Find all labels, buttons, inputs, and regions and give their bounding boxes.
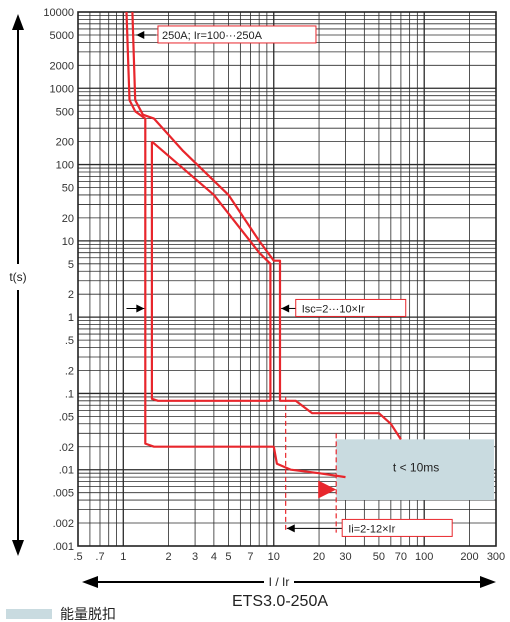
x-tick-label: 4	[211, 551, 217, 563]
x-tick-label: 200	[460, 551, 478, 563]
y-tick-label: .5	[65, 335, 74, 347]
x-tick-label: 100	[415, 551, 433, 563]
x-tick-label: 5	[225, 551, 231, 563]
x-tick-label: 3	[192, 551, 198, 563]
y-tick-label: 50	[62, 183, 74, 195]
legend-label: 能量脱扣	[60, 606, 116, 622]
trip-curve-3	[150, 141, 271, 402]
y-tick-label: 2000	[50, 60, 74, 72]
x-tick-label: 70	[395, 551, 407, 563]
energy-trip-region-label: t < 10ms	[393, 460, 439, 474]
energy-trip-region-layer	[336, 439, 494, 501]
energy-trip-arrow	[318, 480, 337, 499]
annotation-layer: 250A; Ir=100···250A Isc=2···10×Ir Ii=2-12×…	[126, 25, 453, 537]
y-tick-label: 5000	[50, 30, 74, 42]
x-tick-label: 30	[339, 551, 351, 563]
isc-annotation: Isc=2···10×Ir	[302, 303, 365, 315]
isc-pointer-arrow-right	[281, 304, 290, 313]
ii-pointer-arrow	[286, 524, 295, 533]
curve-layer	[125, 11, 402, 533]
trip-curve-4	[151, 140, 272, 401]
x-tick-label: 1	[120, 551, 126, 563]
x-tick-label: 2	[166, 551, 172, 563]
trip-curve-2	[131, 11, 402, 440]
y-tick-label: .001	[53, 541, 74, 553]
y-tick-label: 10	[62, 236, 74, 248]
x-axis-label: I / Ir	[269, 575, 290, 589]
y-tick-label: 2	[68, 289, 74, 301]
y-tick-label: .1	[65, 388, 74, 400]
y-tick-label: .002	[53, 518, 74, 530]
isc-annotation-box	[295, 298, 407, 317]
y-tick-label: 100	[56, 160, 74, 172]
x-tick-label: .7	[95, 551, 104, 563]
legend-swatch	[6, 609, 52, 619]
x-tick-label: 50	[373, 551, 385, 563]
y-tick-label: .05	[59, 411, 74, 423]
legend: 能量脱扣	[6, 606, 116, 622]
y-tick-label: 20	[62, 213, 74, 225]
y-tick-label: 1000	[50, 83, 74, 95]
x-tick-label: 20	[313, 551, 325, 563]
x-tick-label: 300	[487, 551, 505, 563]
ir-pointer-arrow	[136, 30, 145, 39]
trip-curve-1	[125, 11, 346, 479]
ir-annotation: 250A; Ir=100···250A	[162, 30, 263, 42]
ii-annotation-box	[341, 518, 453, 537]
ir-annotation-box	[157, 25, 317, 44]
x-tick-label: .5	[73, 551, 82, 563]
y-tick-label: 200	[56, 137, 74, 149]
plot-frame	[77, 11, 497, 547]
y-tick-label: .2	[65, 365, 74, 377]
chart-title: ETS3.0-250A	[232, 593, 328, 610]
y-tick-label: 1	[68, 312, 74, 324]
y-tick-label: .005	[53, 488, 74, 500]
y-tick-label: .01	[59, 465, 74, 477]
x-tick-label: 10	[268, 551, 280, 563]
energy-trip-region	[336, 439, 494, 501]
isc-pointer-arrow-left	[136, 304, 145, 313]
y-tick-label: 5	[68, 259, 74, 271]
y-tick-label: 10000	[43, 7, 74, 19]
x-tick-label: 7	[247, 551, 253, 563]
ii-annotation: Ii=2-12×Ir	[348, 523, 395, 535]
tick-label-layer: .5.7 1 2 3 4 5 7 10 20 30 50 70 100 200 30010000500020…	[43, 7, 505, 563]
y-tick-label: 500	[56, 106, 74, 118]
y-axis-label: t(s)	[9, 270, 26, 284]
y-tick-label: .02	[59, 442, 74, 454]
